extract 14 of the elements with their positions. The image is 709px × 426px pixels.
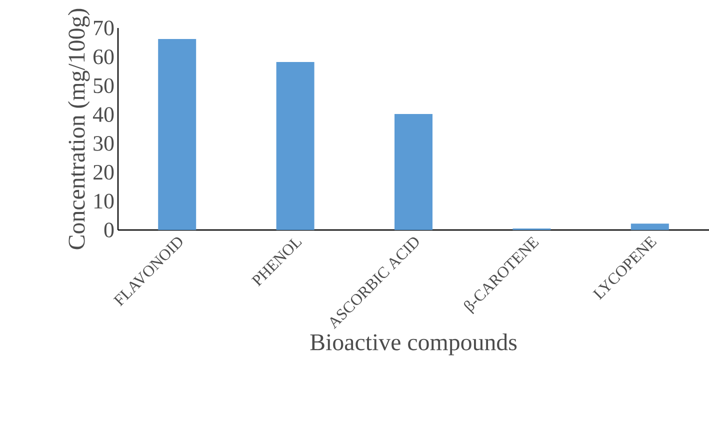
bar [158,38,196,230]
y-tick-label: 40 [92,107,114,122]
y-tick-label: 20 [94,164,114,180]
bar [276,62,314,230]
y-axis-title: Concentration (mg/100g) [68,8,90,250]
bar [630,224,669,230]
y-tick-label: 0 [104,222,114,238]
y-tick-label: 10 [94,194,114,209]
x-axis-title: Bioactive compounds [310,334,517,356]
y-tick-label: 70 [94,20,114,36]
y-tick-label: 30 [94,136,114,151]
bar [394,114,433,230]
y-tick-label: 50 [94,78,114,94]
y-tick-label: 60 [94,49,114,64]
